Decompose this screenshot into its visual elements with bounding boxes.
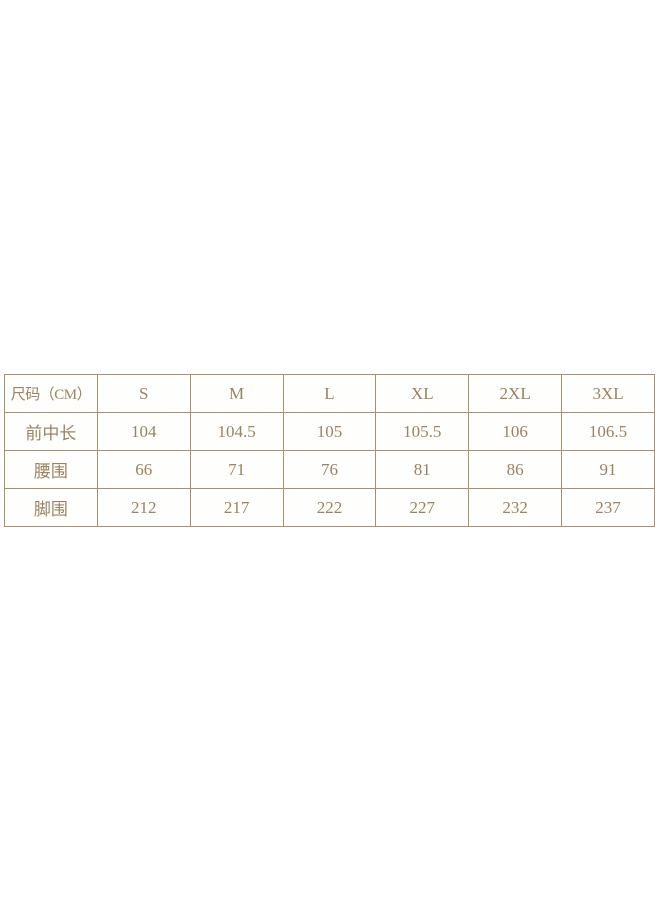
row-label-waist: 腰围 <box>4 450 98 489</box>
header-cell-size-s: S <box>96 374 191 413</box>
cell-hem-l: 222 <box>282 488 377 527</box>
size-chart-table: 尺码（CM） S M L XL 2XL 3XL 前中长 104 104.5 10… <box>4 374 655 527</box>
cell-hem-m: 217 <box>189 488 284 527</box>
header-cell-size-m: M <box>189 374 284 413</box>
header-cell-size-2xl: 2XL <box>468 374 563 413</box>
cell-waist-m: 71 <box>189 450 284 489</box>
cell-front-center-length-2xl: 106 <box>468 412 563 451</box>
cell-waist-s: 66 <box>96 450 191 489</box>
header-cell-size-unit: 尺码（CM） <box>4 374 98 413</box>
row-label-front-center-length: 前中长 <box>4 412 98 451</box>
cell-hem-2xl: 232 <box>468 488 563 527</box>
row-label-hem: 脚围 <box>4 488 98 527</box>
header-cell-size-xl: XL <box>375 374 470 413</box>
table-header-row: 尺码（CM） S M L XL 2XL 3XL <box>4 374 655 413</box>
cell-waist-3xl: 91 <box>561 450 655 489</box>
cell-waist-l: 76 <box>282 450 377 489</box>
table-row-hem: 脚围 212 217 222 227 232 237 <box>4 488 655 527</box>
header-cell-size-l: L <box>282 374 377 413</box>
table-row-waist: 腰围 66 71 76 81 86 91 <box>4 450 655 489</box>
cell-waist-2xl: 86 <box>468 450 563 489</box>
cell-waist-xl: 81 <box>375 450 470 489</box>
header-cell-size-3xl: 3XL <box>561 374 655 413</box>
cell-hem-xl: 227 <box>375 488 470 527</box>
cell-front-center-length-l: 105 <box>282 412 377 451</box>
cell-front-center-length-s: 104 <box>96 412 191 451</box>
cell-front-center-length-m: 104.5 <box>189 412 284 451</box>
cell-front-center-length-3xl: 106.5 <box>561 412 655 451</box>
table-row-front-center-length: 前中长 104 104.5 105 105.5 106 106.5 <box>4 412 655 451</box>
cell-hem-s: 212 <box>96 488 191 527</box>
cell-front-center-length-xl: 105.5 <box>375 412 470 451</box>
cell-hem-3xl: 237 <box>561 488 655 527</box>
